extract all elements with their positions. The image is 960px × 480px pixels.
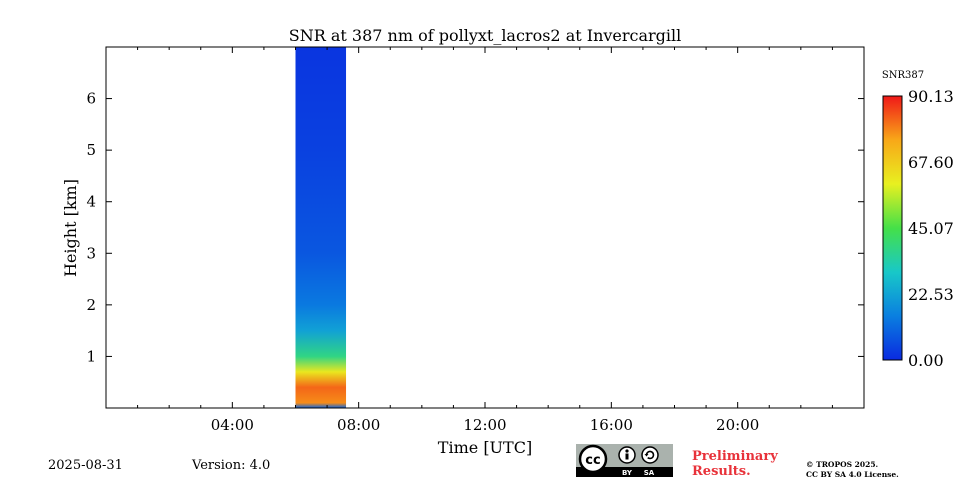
colorbar — [882, 95, 903, 361]
plot-area-frame — [105, 46, 865, 409]
copyright-line-2: CC BY SA 4.0 License. — [806, 470, 899, 479]
x-tick-label: 12:00 — [463, 416, 506, 434]
preliminary-results-note: Preliminary Results. — [692, 449, 778, 479]
y-tick-label: 4 — [86, 193, 96, 211]
y-tick-label: 6 — [86, 90, 96, 108]
cc-mark: cc — [585, 453, 600, 468]
x-tick-label: 20:00 — [716, 416, 759, 434]
chart-title: SNR at 387 nm of pollyxt_lacros2 at Inve… — [289, 26, 682, 45]
colorbar-label: SNR387 — [882, 70, 924, 81]
share-alike-icon — [641, 446, 659, 464]
x-axis-label: Time [UTC] — [438, 438, 532, 457]
y-axis-label: Height [km] — [61, 179, 80, 277]
preliminary-line-1: Preliminary — [692, 449, 778, 464]
x-tick-label: 04:00 — [211, 416, 254, 434]
preliminary-line-2: Results. — [692, 464, 751, 479]
y-tick-label: 1 — [86, 347, 96, 365]
date-label: 2025-08-31 — [48, 458, 123, 473]
colorbar-tick-label: 67.60 — [908, 153, 954, 172]
copyright-note: © TROPOS 2025. CC BY SA 4.0 License. — [806, 460, 899, 480]
colorbar-tick-label: 45.07 — [908, 219, 954, 238]
y-tick-label: 5 — [86, 141, 96, 159]
colorbar-tick-label: 22.53 — [908, 285, 954, 304]
cc-by-text: BY — [622, 469, 633, 477]
colorbar-tick-label: 0.00 — [908, 351, 944, 370]
x-tick-label: 16:00 — [590, 416, 633, 434]
y-tick-label: 2 — [86, 296, 96, 314]
cc-sa-text: SA — [644, 469, 655, 477]
snr-data-column — [295, 47, 347, 408]
version-label: Version: 4.0 — [192, 458, 271, 473]
y-tick-label: 3 — [86, 244, 96, 262]
cc-license-badge: cc BY SA — [576, 444, 673, 477]
x-tick-label: 08:00 — [337, 416, 380, 434]
copyright-line-1: © TROPOS 2025. — [806, 460, 879, 469]
colorbar-tick-label: 90.13 — [908, 87, 954, 106]
